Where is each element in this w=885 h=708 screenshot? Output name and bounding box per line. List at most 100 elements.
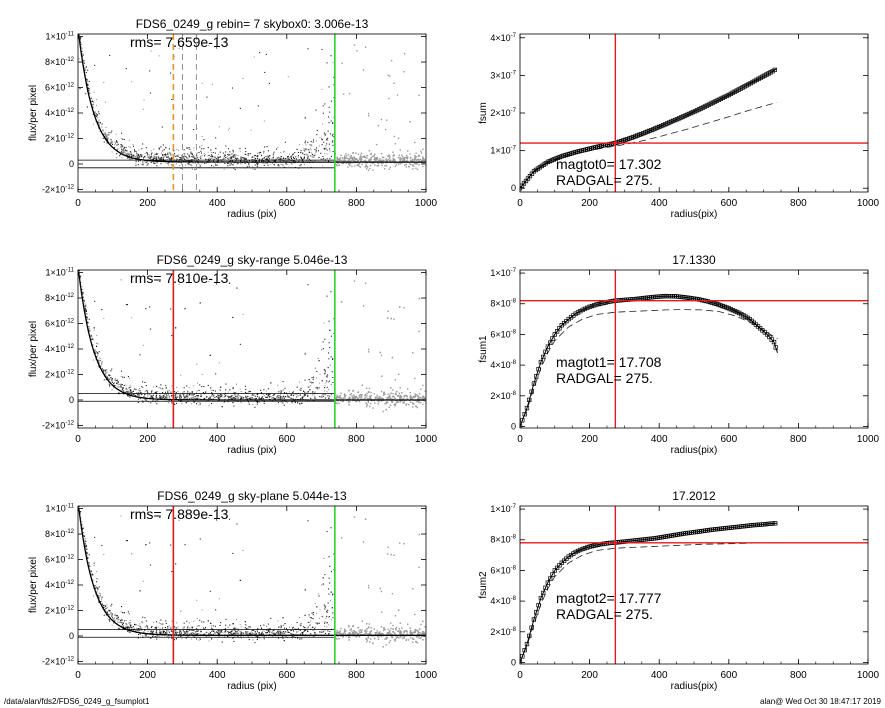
data-point [310,397,312,399]
data-point [120,618,122,620]
data-point [325,382,327,384]
data-point [152,396,154,398]
data-point [292,630,294,632]
data-point [395,392,397,394]
data-point [403,71,405,73]
data-point [180,157,182,159]
data-point [233,640,235,642]
data-point [316,377,318,379]
data-point [96,335,98,337]
data-point [178,47,180,49]
data-point [393,82,395,84]
data-point [170,160,172,162]
data-point [375,396,377,398]
data-point [211,165,213,167]
data-point [78,252,79,253]
data-point [237,628,239,630]
data-point [417,395,419,398]
data-point [368,398,371,400]
data-point [283,389,285,391]
data-point [253,56,255,58]
data-point [243,157,245,159]
data-point [232,637,234,639]
data-point [412,402,414,405]
data-point [110,378,112,380]
data-point [161,126,163,128]
data-marker [772,67,777,73]
data-point [362,305,365,307]
data-point [129,158,131,160]
data-point [223,155,225,157]
data-point [274,160,276,162]
data-point [394,397,396,400]
data-marker [531,381,537,386]
data-point [145,162,147,164]
data-point [106,607,108,609]
data-point [367,584,370,587]
data-point [255,633,257,635]
data-point [418,330,420,333]
data-point [276,157,278,159]
data-point [404,630,406,632]
data-point [214,163,216,165]
data-point [326,376,328,378]
data-point [402,159,404,161]
x-tick-label: 400 [651,434,668,445]
data-point [86,551,88,553]
data-point [303,163,305,165]
data-point [167,627,169,629]
data-point [78,499,79,500]
data-point [344,155,346,157]
data-point [367,348,370,351]
data-point [79,504,80,505]
data-point [190,164,192,166]
data-point [110,143,112,145]
data-point [90,97,92,99]
data-point [270,396,272,398]
data-point [156,385,158,387]
data-point [311,155,313,157]
data-point [133,154,135,156]
data-point [243,157,245,159]
data-point [230,632,232,634]
data-point [127,391,129,393]
data-point [110,377,112,379]
data-point [194,158,196,160]
data-point [82,526,84,528]
data-point [78,506,80,507]
data-point [114,378,116,380]
data-point [287,629,289,631]
data-point [82,54,84,56]
data-point [332,140,334,142]
data-point [349,401,351,403]
data-point [81,524,83,526]
data-point [280,391,282,393]
data-point [348,160,350,162]
data-marker [550,336,555,341]
data-point [382,162,384,164]
data-point [203,628,205,630]
data-point [95,352,97,354]
data-point [297,402,299,404]
data-point [261,633,263,635]
data-point [289,153,291,155]
data-point [291,160,293,162]
data-point [248,639,250,641]
data-point [251,156,253,158]
data-point [186,397,188,399]
data-point [314,391,316,393]
data-point [351,165,353,168]
data-point [244,153,246,155]
data-point [175,393,177,395]
dashed-curve [520,309,778,427]
data-point [251,632,253,634]
data-point [130,393,132,395]
data-point [196,628,198,630]
data-point [146,390,148,392]
data-point [307,149,309,151]
data-point [211,155,213,157]
data-point [116,153,118,155]
data-point [417,158,419,161]
data-point [331,371,333,373]
data-point [388,159,391,162]
